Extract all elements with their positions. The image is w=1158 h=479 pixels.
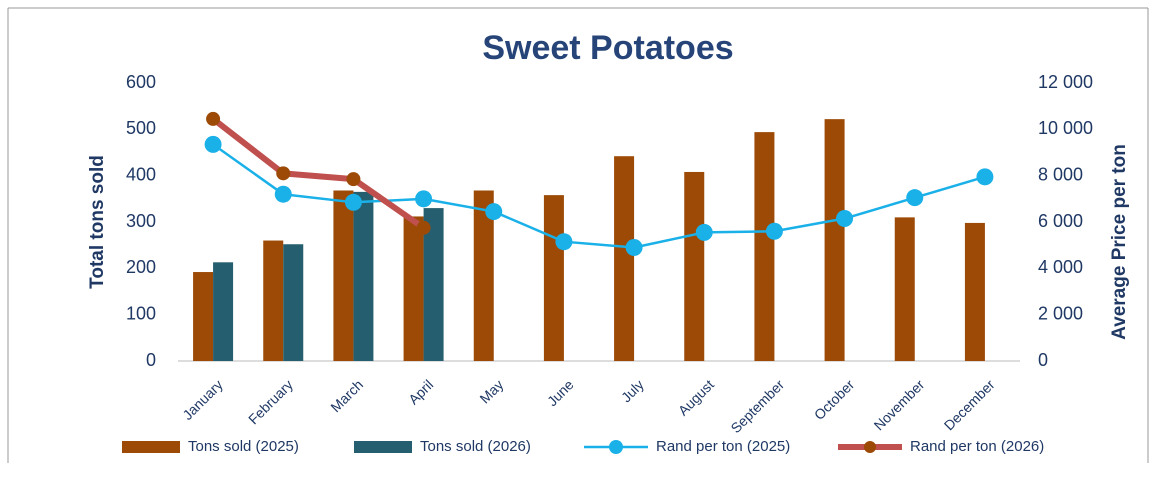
marker: [276, 166, 291, 181]
marker: [625, 238, 643, 256]
marker: [976, 168, 994, 186]
x-tick-label: November: [871, 376, 928, 433]
y2-tick-label: 2 000: [1038, 303, 1083, 323]
y-tick-label: 500: [126, 118, 156, 138]
legend-label: Rand per ton (2026): [910, 438, 1044, 455]
bar: [614, 156, 635, 361]
y2-tick-label: 6 000: [1038, 211, 1083, 231]
bar: [473, 190, 494, 361]
bar: [964, 222, 985, 361]
bar: [283, 244, 304, 361]
marker: [416, 220, 431, 235]
marker: [206, 111, 221, 126]
y-tick-label: 600: [126, 72, 156, 92]
y-tick-label: 400: [126, 164, 156, 184]
bar: [894, 217, 915, 361]
legend-swatch: [122, 441, 180, 453]
chart-title: Sweet Potatoes: [482, 29, 733, 67]
y2-tick-label: 8 000: [1038, 164, 1083, 184]
bar: [684, 171, 705, 361]
x-tick-label: December: [941, 376, 998, 433]
legend-swatch: [609, 440, 623, 454]
x-tick-label: August: [675, 376, 717, 418]
bar: [353, 191, 374, 361]
marker: [274, 185, 292, 203]
bar: [193, 272, 214, 361]
marker: [485, 203, 503, 221]
legend-swatch: [864, 441, 876, 453]
bar: [754, 132, 775, 361]
legend-label: Tons sold (2026): [420, 438, 531, 455]
legend-label: Tons sold (2025): [188, 438, 299, 455]
x-tick-label: March: [327, 376, 366, 415]
x-tick-label: July: [618, 376, 647, 405]
marker: [906, 189, 924, 207]
x-tick-label: September: [727, 376, 787, 436]
marker: [204, 135, 222, 153]
marker: [415, 190, 433, 208]
bar: [423, 208, 444, 361]
y2-tick-label: 4 000: [1038, 257, 1083, 277]
y2-tick-label: 0: [1038, 350, 1048, 370]
line: [212, 143, 986, 249]
bar: [824, 119, 845, 361]
legend-swatch: [354, 441, 412, 453]
bar: [213, 262, 234, 361]
y2-axis-title: Average Price per ton: [1109, 144, 1130, 340]
x-tick-label: January: [179, 376, 226, 423]
y-tick-label: 0: [146, 350, 156, 370]
marker: [555, 233, 573, 251]
bar: [403, 216, 424, 361]
y-tick-label: 200: [126, 257, 156, 277]
x-tick-label: April: [405, 376, 436, 407]
x-tick-label: June: [544, 376, 577, 409]
line: [211, 116, 426, 231]
marker: [765, 222, 783, 240]
y-axis-title: Total tons sold: [87, 155, 108, 289]
x-tick-label: October: [811, 376, 858, 423]
bar: [333, 190, 354, 361]
legend-label: Rand per ton (2025): [656, 438, 790, 455]
y2-tick-label: 12 000: [1038, 72, 1093, 92]
x-tick-label: May: [476, 376, 506, 406]
y2-tick-label: 10 000: [1038, 118, 1093, 138]
marker: [695, 223, 713, 241]
bar: [543, 195, 564, 361]
marker: [344, 193, 362, 211]
marker: [836, 210, 854, 228]
marker: [346, 172, 361, 187]
bar: [263, 240, 284, 361]
y-tick-label: 100: [126, 303, 156, 323]
y-tick-label: 300: [126, 211, 156, 231]
x-tick-label: February: [245, 376, 296, 427]
